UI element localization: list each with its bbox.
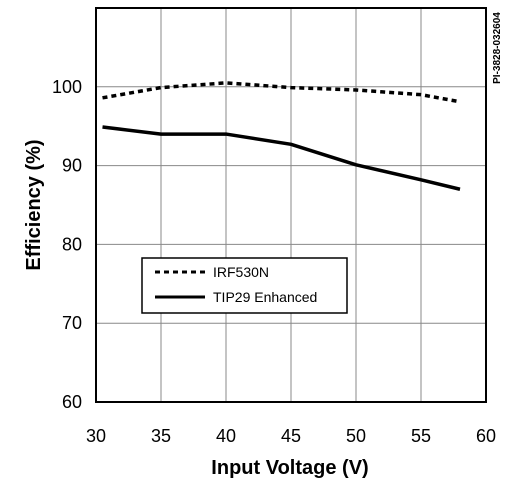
legend-box <box>141 257 348 314</box>
figure-code-annotation: PI-3828-032604 <box>492 12 503 84</box>
plot-frame <box>95 7 487 403</box>
series-line-irf530n <box>102 81 461 104</box>
x-tick-label: 35 <box>151 426 171 446</box>
y-tick-label: 60 <box>62 392 82 412</box>
x-tick-label: 55 <box>411 426 431 446</box>
x-tick-label: 45 <box>281 426 301 446</box>
series-line-tip29-enhanced <box>102 125 461 191</box>
grid-lines <box>95 7 487 403</box>
x-tick-label: 40 <box>216 426 236 446</box>
legend-label-tip29: TIP29 Enhanced <box>213 289 317 305</box>
x-tick-label: 50 <box>346 426 366 446</box>
x-axis-title: Input Voltage (V) <box>211 457 368 479</box>
y-tick-label: 70 <box>62 313 82 333</box>
y-tick-label: 90 <box>62 156 82 176</box>
x-tick-label: 30 <box>86 426 106 446</box>
y-tick-label: 80 <box>62 234 82 254</box>
x-tick-label: 60 <box>476 426 496 446</box>
legend-label-irf530n: IRF530N <box>213 264 269 280</box>
y-tick-labels: 60 70 80 90 100 <box>52 77 82 412</box>
series-layer <box>102 81 461 191</box>
y-axis-title: Efficiency (%) <box>23 139 45 270</box>
x-tick-labels: 30 35 40 45 50 55 60 <box>86 426 496 446</box>
y-tick-label: 100 <box>52 77 82 97</box>
legend: IRF530N TIP29 Enhanced <box>141 257 348 314</box>
